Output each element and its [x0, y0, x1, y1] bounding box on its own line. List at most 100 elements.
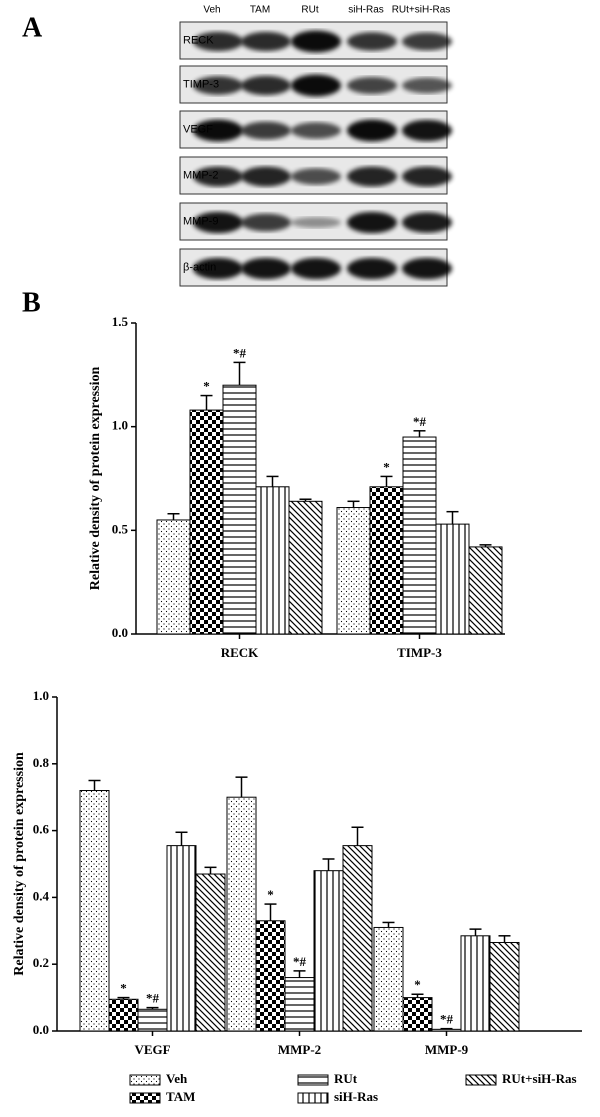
significance-mark: *: [414, 977, 421, 992]
blot-band: [347, 119, 397, 142]
lane-label: RUt: [301, 5, 318, 16]
protein-label: MMP-9: [183, 215, 218, 227]
bar: [156, 519, 191, 635]
blot-band: [402, 77, 452, 94]
bar: [468, 546, 503, 635]
significance-mark: *: [203, 379, 210, 394]
x-tick-label: TIMP-3: [397, 645, 442, 660]
blot-band: [193, 257, 243, 280]
bar: [342, 845, 373, 1032]
x-tick-label: RECK: [221, 645, 259, 660]
blot-band: [193, 166, 243, 187]
blot-band: [241, 75, 291, 96]
y-tick-label: 0.0: [33, 1022, 49, 1037]
blot-band: [193, 211, 243, 234]
protein-label: β-actin: [183, 261, 216, 273]
bar: [402, 436, 437, 635]
x-tick-label: VEGF: [134, 1042, 170, 1057]
y-axis-label: Relative density of protein expression: [12, 752, 27, 976]
protein-label: TIMP-3: [183, 78, 219, 90]
blot-band: [241, 213, 291, 232]
bar: [435, 523, 470, 635]
legend-label: siH-Ras: [334, 1089, 378, 1104]
significance-mark: *: [120, 981, 127, 996]
blot-band: [193, 119, 243, 142]
blot-band: [402, 119, 452, 142]
bar: [195, 873, 226, 1032]
bar: [431, 1028, 462, 1032]
legend-label: Veh: [166, 1071, 188, 1086]
protein-label: RECK: [183, 34, 214, 46]
blot-band: [347, 76, 397, 95]
legend-label: TAM: [166, 1089, 195, 1104]
significance-mark: *#: [413, 414, 427, 429]
blot-band: [291, 257, 341, 280]
x-tick-label: MMP-9: [425, 1042, 469, 1057]
y-tick-label: 0.4: [33, 888, 50, 903]
blot-band: [402, 32, 452, 51]
blot-band: [193, 31, 243, 52]
lane-label: TAM: [250, 5, 270, 16]
bar: [336, 507, 371, 635]
bar: [108, 998, 139, 1032]
bar: [255, 486, 290, 635]
significance-mark: *#: [440, 1012, 454, 1027]
panel-label: B: [22, 287, 41, 318]
y-tick-label: 0.5: [112, 521, 129, 536]
protein-label: MMP-2: [183, 169, 218, 181]
bar: [79, 790, 110, 1032]
bar: [137, 1008, 168, 1032]
bar: [284, 977, 315, 1032]
significance-mark: *#: [233, 345, 247, 360]
blot-band: [291, 217, 341, 228]
significance-mark: *: [383, 459, 390, 474]
y-tick-label: 0.2: [33, 955, 49, 970]
blot-band: [291, 122, 341, 139]
significance-mark: *: [267, 887, 274, 902]
bar: [489, 941, 520, 1032]
blot-band: [347, 257, 397, 280]
blot-band: [402, 166, 452, 187]
legend-swatch: [297, 1074, 329, 1086]
bar: [288, 500, 323, 635]
blot-band: [291, 74, 341, 97]
bar: [402, 997, 433, 1032]
bar: [460, 935, 491, 1032]
y-tick-label: 1.0: [33, 688, 49, 703]
blot-band: [347, 211, 397, 234]
bar: [166, 845, 197, 1032]
blot-band: [241, 166, 291, 187]
lane-label: Veh: [203, 5, 220, 16]
significance-mark: *#: [146, 991, 160, 1006]
blot-band: [347, 166, 397, 187]
blot-band: [291, 30, 341, 53]
blot-band: [241, 121, 291, 140]
bar: [222, 384, 257, 635]
blot-band: [241, 257, 291, 280]
bar: [189, 409, 224, 635]
legend-swatch: [129, 1074, 161, 1086]
bar: [369, 486, 404, 635]
protein-label: VEGF: [183, 123, 213, 135]
panel-label: A: [22, 12, 43, 43]
y-tick-label: 0.6: [33, 822, 50, 837]
blot-band: [193, 76, 243, 95]
legend-label: RUt: [334, 1071, 358, 1086]
blot-band: [291, 168, 341, 185]
lane-label: RUt+siH-Ras: [392, 5, 451, 16]
y-tick-label: 1.5: [112, 314, 129, 329]
blot-band: [347, 32, 397, 51]
legend-swatch: [465, 1074, 497, 1086]
y-tick-label: 0.8: [33, 755, 50, 770]
y-tick-label: 0.0: [112, 625, 128, 640]
legend-swatch: [297, 1092, 329, 1104]
lane-label: siH-Ras: [348, 5, 384, 16]
y-tick-label: 1.0: [112, 418, 128, 433]
blot-band: [402, 257, 452, 280]
bar: [226, 796, 257, 1032]
bar: [313, 870, 344, 1032]
legend-label: RUt+siH-Ras: [502, 1071, 577, 1086]
legend-swatch: [129, 1092, 161, 1104]
